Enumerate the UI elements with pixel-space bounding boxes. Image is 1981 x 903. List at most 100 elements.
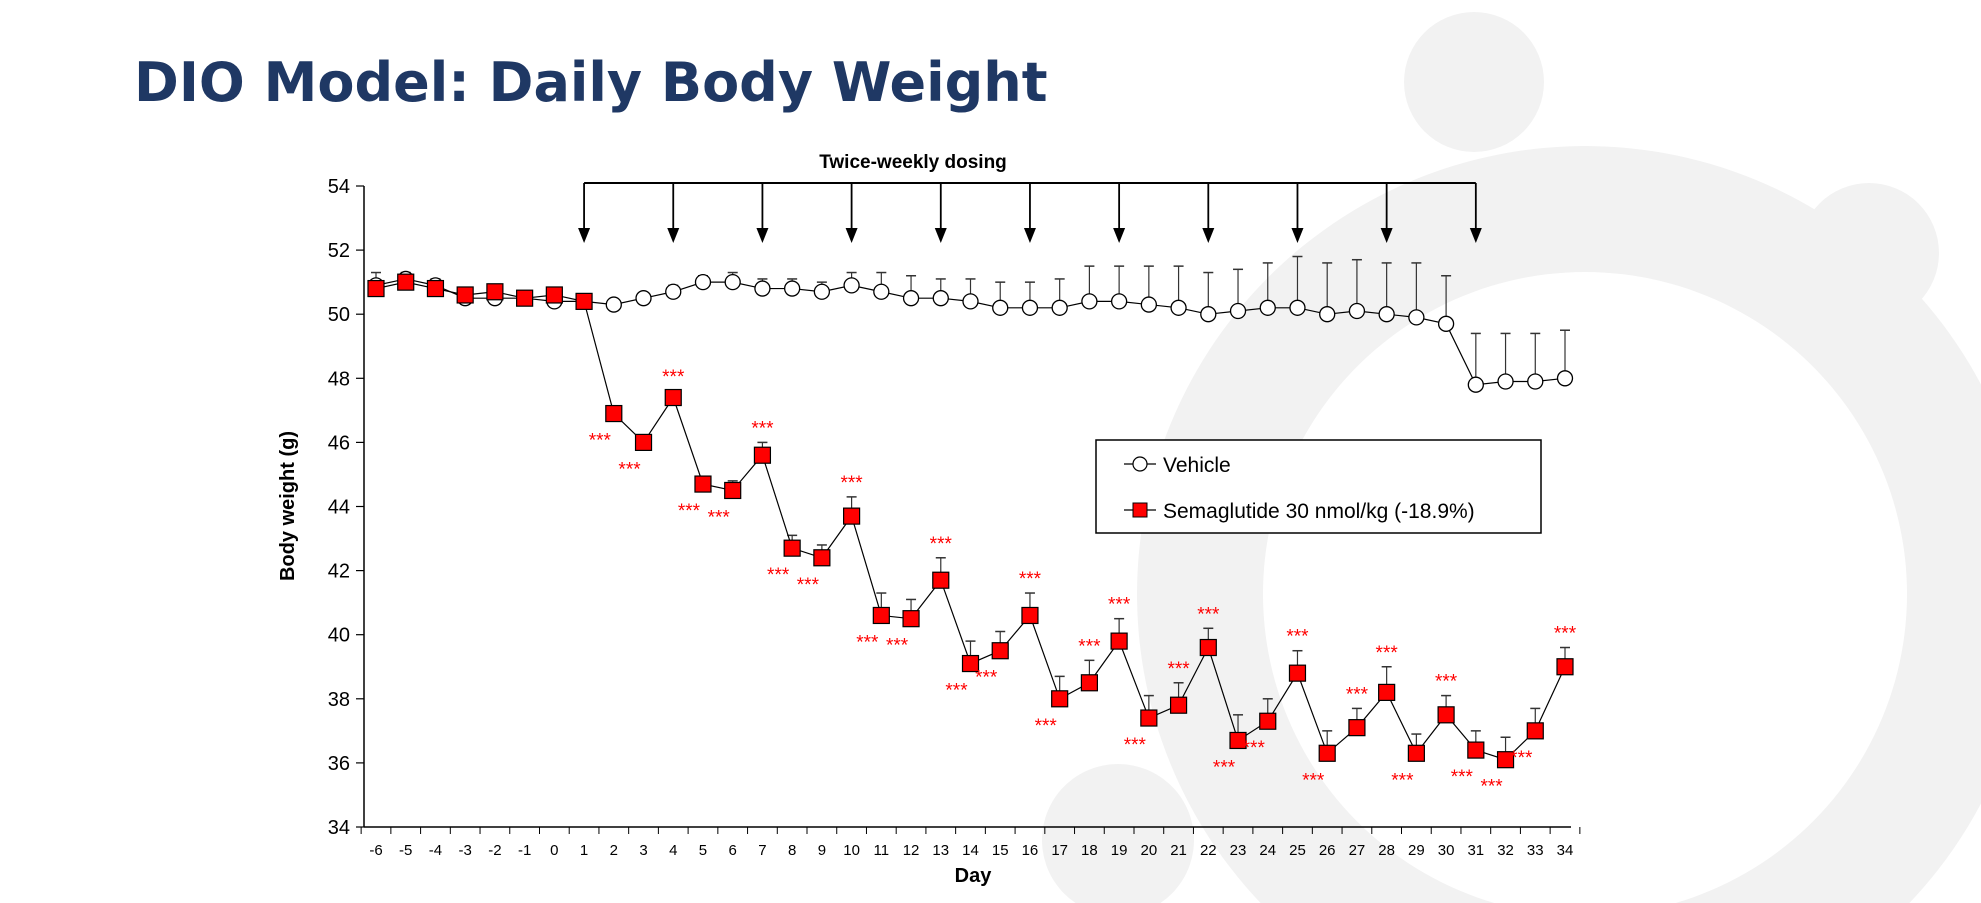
dosing-arrowhead [1113, 228, 1126, 243]
significance-marker: *** [975, 668, 998, 689]
x-tick-label: 18 [1081, 842, 1098, 859]
x-tick-label: -5 [399, 842, 412, 859]
semaglutide-point [1288, 664, 1307, 682]
x-tick-label: -1 [518, 842, 531, 859]
dosing-arrowhead [578, 228, 591, 243]
vehicle-point [873, 283, 890, 300]
vehicle-point [813, 283, 831, 300]
vehicle-point [665, 283, 682, 300]
x-tick-label: 23 [1230, 842, 1247, 859]
significance-marker: *** [1376, 643, 1399, 664]
significance-marker: *** [1451, 767, 1474, 788]
vehicle-point [754, 280, 771, 297]
semaglutide-point [724, 481, 742, 500]
legend-vehicle-label: Vehicle [1163, 454, 1231, 477]
y-tick-label: 48 [328, 368, 350, 390]
x-axis-label: Day [955, 865, 993, 887]
semaglutide-point [991, 642, 1009, 660]
slide-title: DIO Model: Daily Body Weight [134, 51, 1048, 114]
semaglutide-point [1259, 712, 1277, 730]
legend-box [1095, 439, 1542, 534]
vehicle-point [932, 290, 949, 307]
y-tick-label: 54 [328, 176, 350, 198]
x-tick-label: 11 [874, 842, 890, 859]
semaglutide-point [1526, 722, 1544, 740]
legend-semaglutide-label: Semaglutide 30 nmol/kg (-18.9%) [1163, 500, 1475, 523]
legend: Vehicle Semaglutide 30 nmol/kg (-18.9%) [1095, 439, 1542, 534]
x-tick-label: 5 [699, 842, 707, 859]
significance-marker: *** [1197, 604, 1220, 625]
significance-marker: *** [1435, 672, 1458, 693]
dosing-arrowhead [1291, 228, 1304, 243]
vehicle-point [1437, 315, 1455, 332]
vehicle-point [1348, 302, 1366, 320]
vehicle-point [784, 280, 801, 297]
y-axis-label: Body weight (g) [277, 431, 299, 581]
vehicle-point [992, 299, 1009, 316]
semaglutide-point [783, 539, 801, 557]
vehicle-point [1319, 306, 1336, 323]
semaglutide-point [1051, 690, 1069, 708]
semaglutide-point [932, 571, 950, 589]
x-tick-label: 8 [788, 842, 796, 859]
vehicle-point [1110, 293, 1128, 310]
x-tick-label: 9 [818, 842, 826, 859]
y-tick-label: 40 [328, 625, 350, 647]
y-tick-label: 42 [328, 561, 350, 583]
decor-circle [1404, 12, 1544, 152]
significance-marker: *** [662, 367, 685, 388]
vehicle-point [843, 277, 860, 294]
x-tick-label: 1 [580, 842, 588, 859]
vehicle-point [1170, 299, 1187, 316]
significance-marker: *** [930, 534, 953, 555]
semaglutide-point [486, 283, 504, 301]
significance-marker: *** [886, 636, 909, 657]
semaglutide-point [1348, 719, 1366, 737]
semaglutide-point [1169, 696, 1188, 714]
significance-marker: *** [767, 565, 790, 586]
significance-marker: *** [1213, 757, 1236, 778]
dosing-arrowhead [756, 228, 769, 243]
semaglutide-point [397, 273, 415, 291]
semaglutide-point [516, 289, 534, 307]
dosing-arrowhead [1202, 228, 1215, 243]
significance-marker: *** [1286, 627, 1309, 648]
significance-marker: *** [1243, 738, 1266, 759]
significance-marker: *** [1554, 624, 1577, 645]
significance-marker: *** [1108, 595, 1131, 616]
vehicle-point [1021, 299, 1039, 316]
semaglutide-point [1378, 683, 1396, 701]
significance-marker: *** [1346, 684, 1369, 705]
x-tick-label: 24 [1259, 842, 1276, 859]
x-tick-label: 30 [1438, 842, 1455, 859]
x-tick-label: 7 [758, 842, 766, 859]
semaglutide-point [605, 404, 623, 423]
y-tick-label: 50 [328, 304, 350, 326]
semaglutide-point [842, 507, 861, 525]
y-tick-label: 52 [328, 240, 350, 262]
x-tick-label: 16 [1022, 842, 1039, 859]
x-tick-label: 17 [1051, 842, 1068, 859]
semaglutide-point [426, 279, 445, 298]
x-tick-label: 20 [1141, 842, 1158, 859]
vehicle-point [1051, 299, 1068, 316]
x-tick-label: 0 [550, 842, 558, 859]
dosing-arrows [578, 182, 1482, 243]
dosing-arrowhead [934, 228, 947, 243]
semaglutide-point [367, 279, 385, 298]
significance-marker: *** [856, 632, 879, 653]
significance-marker: *** [678, 501, 701, 522]
significance-marker: *** [797, 575, 820, 596]
x-tick-label: -2 [488, 842, 501, 859]
decor-circle [1042, 763, 1194, 903]
decor-circle [1799, 183, 1939, 323]
significance-marker: *** [1019, 569, 1042, 590]
x-tick-label: 14 [962, 842, 979, 859]
semaglutide-point [1080, 674, 1099, 692]
decor-ring [1137, 146, 1981, 903]
x-tick-label: 15 [992, 842, 1009, 859]
x-tick-label: 21 [1170, 842, 1187, 859]
semaglutide-point [1496, 751, 1515, 769]
vehicle-point [605, 296, 622, 313]
